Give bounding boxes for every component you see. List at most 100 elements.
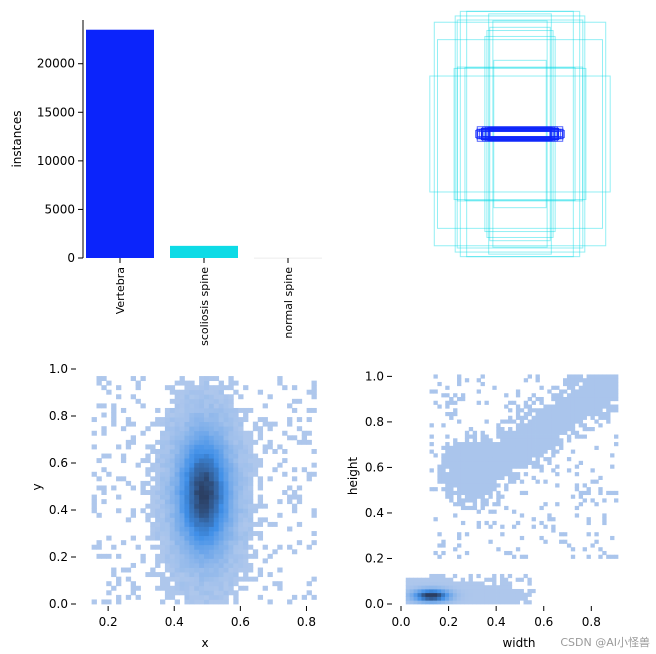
- wh-cell-scoliosis: [472, 483, 478, 488]
- wh-cell-scoliosis: [460, 490, 466, 496]
- wh-cell-scoliosis: [496, 427, 501, 432]
- wh-cell-vertebra: [425, 596, 430, 601]
- wh-cell-scoliosis: [610, 385, 615, 390]
- wh-cell-scoliosis: [500, 460, 505, 465]
- xy-cell: [106, 535, 112, 541]
- xy-cell: [238, 394, 244, 400]
- xy-cell: [179, 499, 185, 505]
- xy-cell: [223, 448, 229, 454]
- xy-x-tick-label: 0.4: [165, 615, 184, 629]
- xy-cell: [184, 567, 190, 573]
- xy-cell: [199, 531, 205, 537]
- xy-cell: [179, 430, 185, 436]
- wh-cell-vertebra: [413, 588, 418, 594]
- xy-cell: [184, 590, 190, 596]
- xy-cell: [233, 549, 239, 555]
- wh-cell-vertebra: [448, 600, 454, 605]
- xy-cell: [101, 499, 107, 505]
- xy-cell: [174, 581, 180, 587]
- xy-cell: [91, 444, 97, 450]
- xy-cell: [174, 403, 180, 409]
- wh-cell-scoliosis: [484, 460, 489, 465]
- wh-cell-vertebra: [511, 588, 517, 594]
- xy-cell: [169, 407, 176, 413]
- xy-cell: [233, 435, 239, 441]
- xy-cell: [223, 494, 229, 500]
- xy-cell: [262, 448, 268, 454]
- wh-cell-scoliosis: [496, 472, 501, 477]
- xy-cell: [155, 485, 161, 491]
- xy-cell: [262, 421, 268, 427]
- wh-cell-scoliosis: [586, 404, 591, 409]
- xy-cell: [238, 490, 244, 495]
- wh-cell-scoliosis: [551, 408, 556, 413]
- xy-cell: [145, 535, 151, 541]
- wh-cell-scoliosis: [543, 524, 548, 529]
- xy-cell: [291, 467, 298, 473]
- wh-cell-vertebra: [468, 588, 473, 594]
- xy-cell: [194, 549, 200, 555]
- wh-y-tick-label: 0.8: [365, 415, 384, 429]
- xy-cell: [189, 576, 195, 582]
- xy-cell: [164, 439, 171, 445]
- wh-cell-scoliosis: [586, 427, 591, 432]
- wh-cell-scoliosis: [566, 419, 572, 424]
- wh-cell-scoliosis: [449, 457, 454, 462]
- wh-cell-scoliosis: [535, 396, 540, 402]
- xy-cell: [199, 508, 205, 514]
- wh-cell-scoliosis: [472, 449, 478, 454]
- wh-cell-scoliosis: [453, 460, 458, 465]
- wh-cell-scoliosis: [610, 389, 615, 394]
- xy-cell: [218, 594, 224, 600]
- wh-cell-vertebra: [445, 577, 450, 582]
- wh-cell-scoliosis: [598, 378, 603, 383]
- vertebra-box: [488, 129, 552, 139]
- xy-cell: [252, 531, 259, 537]
- wh-cell-scoliosis: [535, 453, 540, 458]
- wh-cell-scoliosis: [578, 408, 584, 413]
- xy-cell: [243, 558, 249, 564]
- wh-cell-scoliosis: [519, 423, 525, 428]
- wh-cell-scoliosis: [468, 487, 474, 492]
- wh-cell-scoliosis: [492, 453, 497, 458]
- xy-cell: [199, 480, 205, 486]
- wh-cell-vertebra: [523, 600, 528, 605]
- wh-cell-scoliosis: [457, 483, 462, 488]
- xy-cell: [160, 458, 166, 464]
- xy-cell: [208, 590, 215, 596]
- wh-cell-scoliosis: [508, 460, 513, 465]
- xy-cell: [243, 453, 249, 459]
- xy-cell: [199, 426, 205, 432]
- xy-cell: [155, 535, 161, 541]
- xy-cell: [155, 512, 161, 518]
- xy-cell: [145, 426, 151, 432]
- wh-cell-scoliosis: [547, 457, 552, 462]
- xy-cell: [223, 458, 229, 464]
- xy-cell: [223, 444, 229, 450]
- xy-cell: [243, 490, 249, 495]
- wh-cell-scoliosis: [594, 378, 599, 383]
- xy-cell: [174, 562, 180, 568]
- xy-cell: [213, 448, 220, 454]
- xy-cell: [204, 562, 210, 568]
- xy-cell: [243, 435, 249, 441]
- wh-cell-scoliosis: [531, 430, 536, 435]
- wh-cell-scoliosis: [480, 479, 485, 484]
- xy-cell: [287, 499, 293, 505]
- wh-cell-scoliosis: [480, 381, 485, 387]
- xy-cell: [101, 376, 107, 382]
- xy-cell: [213, 572, 220, 578]
- xy-cell: [101, 412, 107, 418]
- xy-cell: [174, 590, 180, 596]
- xy-cell: [228, 494, 234, 500]
- xy-cell: [120, 458, 127, 464]
- xy-cell: [179, 412, 185, 418]
- xy-cell: [155, 508, 161, 514]
- wh-y-tick-label: 0.2: [365, 551, 384, 565]
- xy-cell: [213, 490, 220, 495]
- xy-cell: [111, 544, 117, 550]
- vertebra-box: [481, 128, 559, 140]
- wh-cell-scoliosis: [504, 487, 509, 492]
- xy-cell: [179, 426, 185, 432]
- xy-cell: [218, 403, 224, 409]
